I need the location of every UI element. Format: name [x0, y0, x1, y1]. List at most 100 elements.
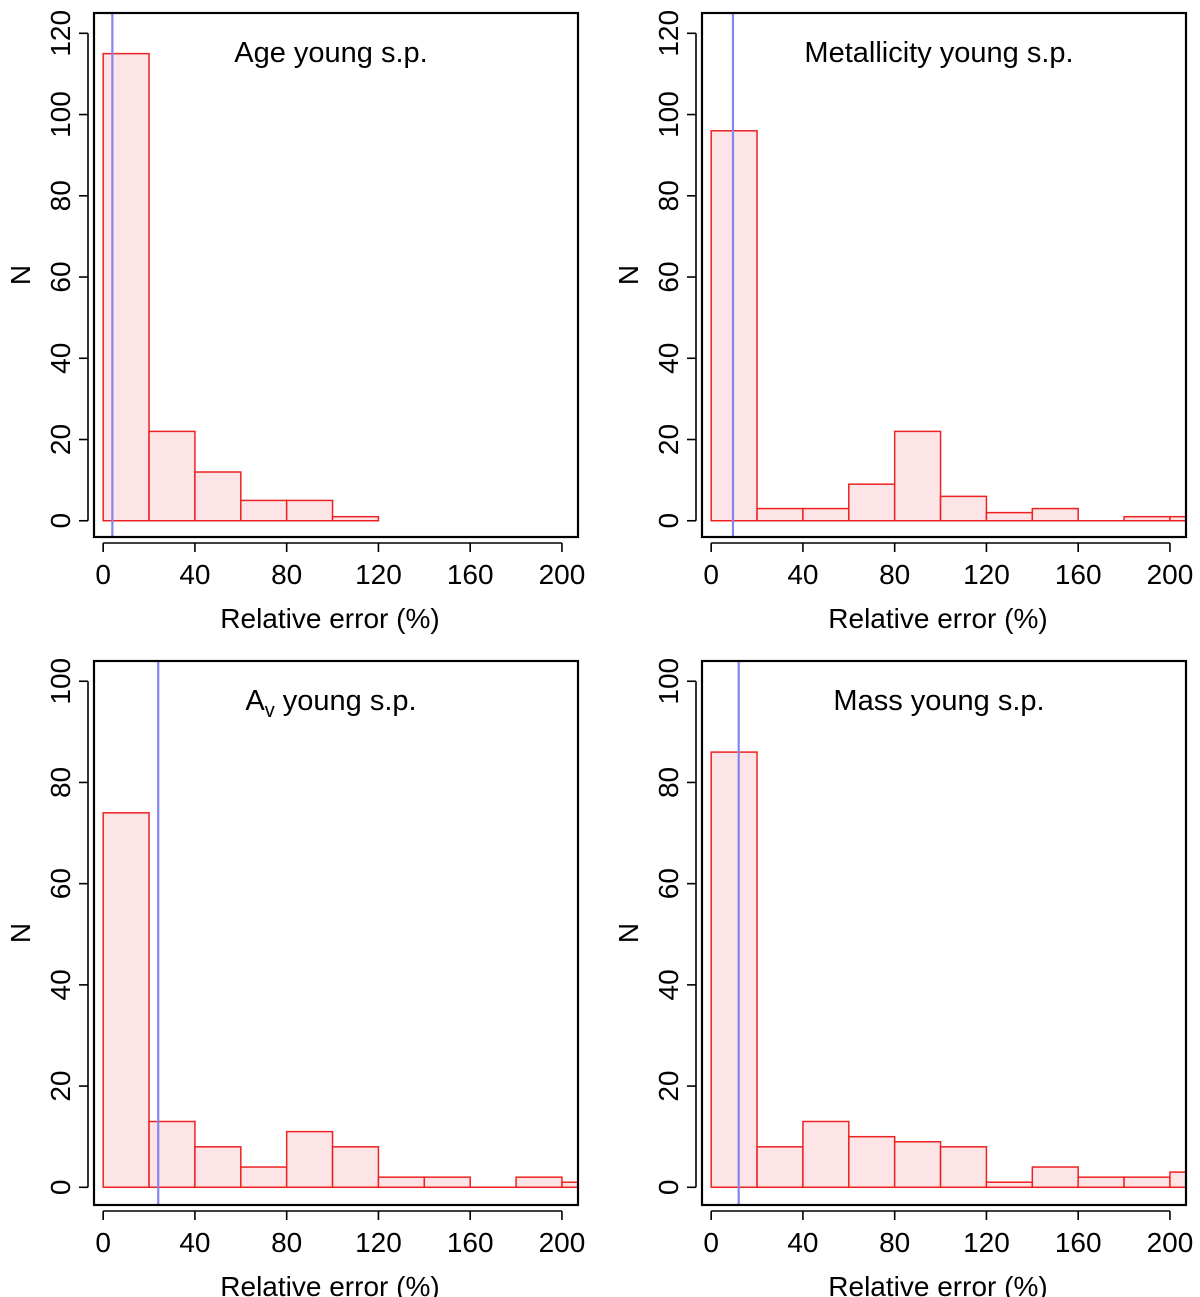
- panel-extinction: 0 40 80 120 160 200 Relative error (%) 0 20 40 60 8…: [5, 658, 585, 1297]
- histogram-bar: [102, 812, 150, 1189]
- histogram-bar: [756, 1146, 804, 1189]
- x-tick-label: 40: [787, 1227, 818, 1258]
- histogram-bar: [423, 1176, 471, 1189]
- panel-title-main: Metallicity young s.p.: [804, 37, 1073, 69]
- x-tick-label: 160: [447, 1227, 494, 1258]
- y-axis-label: N: [5, 265, 36, 285]
- x-tick-label: 120: [355, 1227, 402, 1258]
- histogram-bar: [893, 430, 942, 522]
- x-axis-label: Relative error (%): [828, 603, 1047, 634]
- plot-frame: [700, 11, 1188, 539]
- panel-age: 0 40 80 120 160 200 Relative error (%) 0 20 40 60 8…: [5, 10, 585, 634]
- x-tick-label: 0: [95, 559, 111, 590]
- y-tick-label: 0: [653, 1179, 684, 1195]
- histogram-bar: [848, 1135, 896, 1189]
- histogram-bar: [1031, 507, 1079, 522]
- histogram-bar: [285, 499, 334, 522]
- y-tick-label: 60: [45, 868, 76, 899]
- x-tick-label: 160: [1055, 559, 1102, 590]
- y-axis-label: N: [5, 923, 36, 943]
- panel-title-main: Age young s.p.: [234, 37, 427, 69]
- histogram-bar: [240, 1166, 288, 1189]
- y-tick-label: 80: [45, 767, 76, 798]
- x-tick-label: 160: [447, 559, 494, 590]
- histogram-bar: [1123, 1176, 1171, 1189]
- x-tick-label: 0: [95, 1227, 111, 1258]
- x-tick-label: 0: [703, 1227, 719, 1258]
- x-tick-label: 200: [539, 1227, 586, 1258]
- x-axis-label: Relative error (%): [220, 1271, 439, 1297]
- histogram-bar: [1169, 1171, 1187, 1189]
- histogram-bar: [102, 52, 150, 522]
- y-tick-label: 40: [653, 343, 684, 374]
- panel-mass: 0 40 80 120 160 200 Relative error (%) 0 20 40 60 8…: [613, 658, 1193, 1297]
- histogram-bar: [515, 1176, 563, 1189]
- x-tick-label: 200: [539, 559, 586, 590]
- y-tick-label: 80: [653, 180, 684, 211]
- histogram-bar: [710, 751, 758, 1189]
- y-tick-label: 60: [653, 868, 684, 899]
- histogram-bar: [985, 1181, 1034, 1189]
- plot-frame: [92, 11, 580, 539]
- x-tick-label: 40: [179, 1227, 210, 1258]
- x-tick-label: 40: [787, 559, 818, 590]
- y-tick-label: 100: [45, 658, 76, 705]
- histogram-bar: [285, 1130, 334, 1189]
- histogram-bar: [985, 511, 1034, 522]
- y-tick-label: 40: [45, 343, 76, 374]
- y-tick-label: 100: [653, 658, 684, 705]
- histogram-bar: [331, 1146, 380, 1189]
- x-tick-label: 80: [271, 1227, 302, 1258]
- panel-title-main: A: [245, 685, 265, 717]
- histogram-bar: [377, 1176, 426, 1189]
- histogram-bar: [561, 1181, 579, 1189]
- panel-title-rest: young s.p.: [275, 685, 417, 717]
- x-tick-label: 160: [1055, 1227, 1102, 1258]
- y-tick-label: 20: [45, 424, 76, 455]
- y-tick-label: 0: [45, 1179, 76, 1195]
- panel-metallicity: 0 40 80 120 160 200 Relative error (%) 0 20 40 60 8…: [613, 10, 1193, 634]
- histogram-bar: [148, 430, 196, 522]
- y-tick-label: 40: [653, 969, 684, 1000]
- y-axis-label: N: [613, 923, 644, 943]
- histogram-bar: [194, 1146, 242, 1189]
- x-tick-label: 80: [879, 559, 910, 590]
- histogram-bar: [756, 507, 804, 522]
- y-tick-label: 120: [653, 10, 684, 57]
- histogram-bar: [148, 1120, 196, 1189]
- y-tick-label: 40: [45, 969, 76, 1000]
- x-tick-label: 80: [879, 1227, 910, 1258]
- panel-title: Av young s.p.: [245, 685, 416, 722]
- y-axis-label: N: [613, 265, 644, 285]
- histogram-bar: [240, 499, 288, 522]
- y-tick-label: 20: [45, 1071, 76, 1102]
- x-tick-label: 120: [963, 1227, 1010, 1258]
- histogram-bar: [939, 495, 988, 522]
- histogram-bar: [710, 130, 758, 522]
- y-tick-label: 0: [653, 513, 684, 529]
- panel-title: Mass young s.p.: [833, 685, 1044, 717]
- histogram-bar: [194, 471, 242, 522]
- plot-frame: [92, 659, 580, 1207]
- y-tick-label: 60: [45, 261, 76, 292]
- x-axis-label: Relative error (%): [828, 1271, 1047, 1297]
- panel-title: Age young s.p.: [234, 37, 427, 69]
- y-tick-label: 120: [45, 10, 76, 57]
- x-tick-label: 200: [1147, 1227, 1194, 1258]
- histogram-bar: [1031, 1166, 1079, 1189]
- panel-title-main: Mass young s.p.: [833, 685, 1044, 717]
- y-tick-label: 20: [653, 1071, 684, 1102]
- plot-frame: [700, 659, 1188, 1207]
- y-tick-label: 100: [45, 91, 76, 138]
- histogram-bar: [939, 1146, 988, 1189]
- histogram-bar: [802, 507, 850, 522]
- x-tick-label: 0: [703, 559, 719, 590]
- y-tick-label: 80: [45, 180, 76, 211]
- x-tick-label: 120: [963, 559, 1010, 590]
- y-tick-label: 60: [653, 261, 684, 292]
- panel-title-subscript: v: [265, 700, 275, 722]
- x-tick-label: 40: [179, 559, 210, 590]
- histogram-bar: [802, 1120, 850, 1189]
- y-tick-label: 20: [653, 424, 684, 455]
